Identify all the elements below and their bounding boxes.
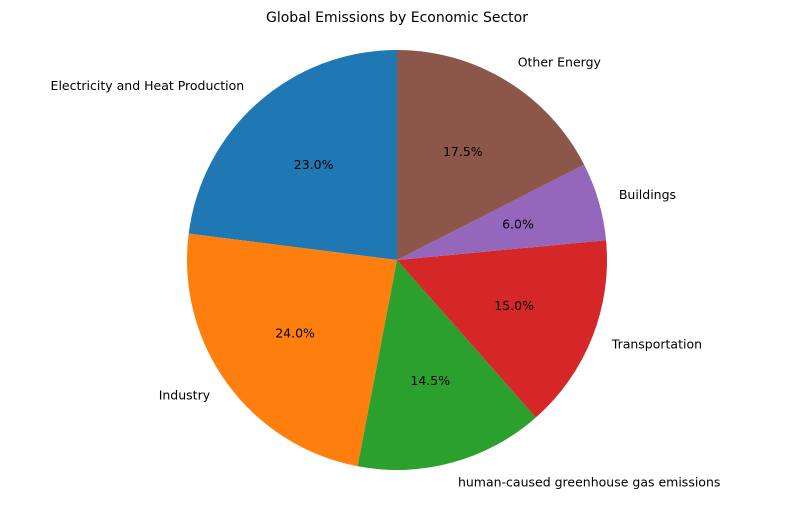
slice-percent-electricity-and-heat-production: 23.0% — [294, 157, 334, 172]
pie-slice-electricity-and-heat-production — [188, 50, 397, 260]
slice-percent-human-caused-greenhouse-gas-emissions: 14.5% — [410, 373, 450, 388]
labels-layer: Electricity and Heat Production 23.0% Indu… — [51, 55, 721, 490]
pie-slice-buildings — [397, 164, 607, 260]
slice-percent-other-energy: 17.5% — [443, 144, 483, 159]
slice-label-buildings: Buildings — [619, 187, 676, 202]
slices-layer — [187, 50, 608, 470]
pie-slice-human-caused-greenhouse-gas-emissions — [357, 260, 536, 470]
pie-slice-other-energy — [397, 50, 585, 260]
slice-percent-industry: 24.0% — [275, 326, 315, 341]
slice-label-other-energy: Other Energy — [518, 55, 602, 70]
slice-label-human-caused-greenhouse-gas-emissions: human-caused greenhouse gas emissions — [458, 474, 720, 489]
slice-label-industry: Industry — [159, 387, 211, 402]
slice-percent-transportation: 15.0% — [494, 298, 534, 313]
pie-slice-industry — [187, 233, 397, 467]
slice-label-electricity-and-heat-production: Electricity and Heat Production — [51, 78, 245, 93]
slice-percent-buildings: 6.0% — [502, 216, 534, 231]
slice-label-transportation: Transportation — [611, 337, 702, 352]
chart-title: Global Emissions by Economic Sector — [266, 10, 528, 26]
pie-slice-transportation — [397, 240, 608, 418]
